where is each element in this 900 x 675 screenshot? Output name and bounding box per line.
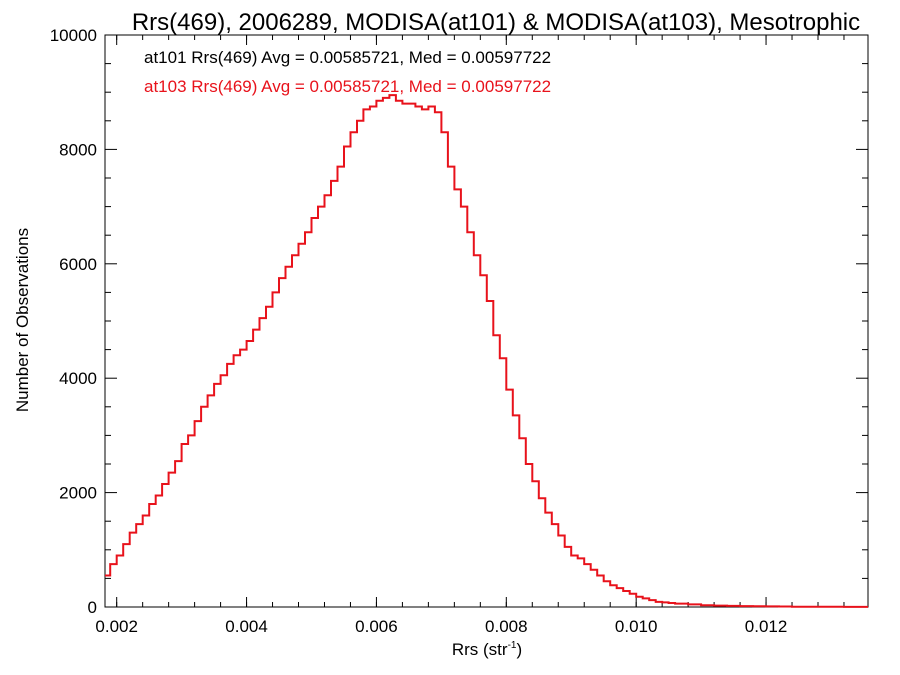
series-line-at103 (105, 94, 868, 608)
x-tick-label: 0.012 (745, 617, 788, 636)
chart-title: Rrs(469), 2006289, MODISA(at101) & MODIS… (132, 9, 860, 36)
x-tick-label: 0.002 (95, 617, 138, 636)
y-tick-label: 2000 (59, 484, 97, 503)
x-axis-label: Rrs (str-1) (452, 640, 522, 659)
x-tick-label: 0.006 (355, 617, 398, 636)
annotation-at103: at103 Rrs(469) Avg = 0.00585721, Med = 0… (144, 77, 551, 96)
y-tick-label: 6000 (59, 255, 97, 274)
plot-frame (104, 34, 869, 608)
x-tick-label: 0.008 (485, 617, 528, 636)
y-axis-tick-labels: 0 2000 4000 6000 8000 10000 (50, 26, 97, 617)
y-tick-label: 8000 (59, 140, 97, 159)
x-tick-label: 0.004 (225, 617, 268, 636)
y-tick-label: 0 (88, 598, 97, 617)
y-tick-label: 4000 (59, 369, 97, 388)
x-axis-tick-labels: 0.002 0.004 0.006 0.008 0.010 0.012 (95, 617, 787, 636)
x-axis-ticks (116, 35, 845, 607)
annotation-at101: at101 Rrs(469) Avg = 0.00585721, Med = 0… (144, 48, 551, 67)
y-tick-label: 10000 (50, 26, 97, 45)
x-tick-label: 0.010 (615, 617, 658, 636)
y-axis-label: Number of Observations (13, 228, 32, 412)
y-axis-ticks (105, 34, 868, 608)
